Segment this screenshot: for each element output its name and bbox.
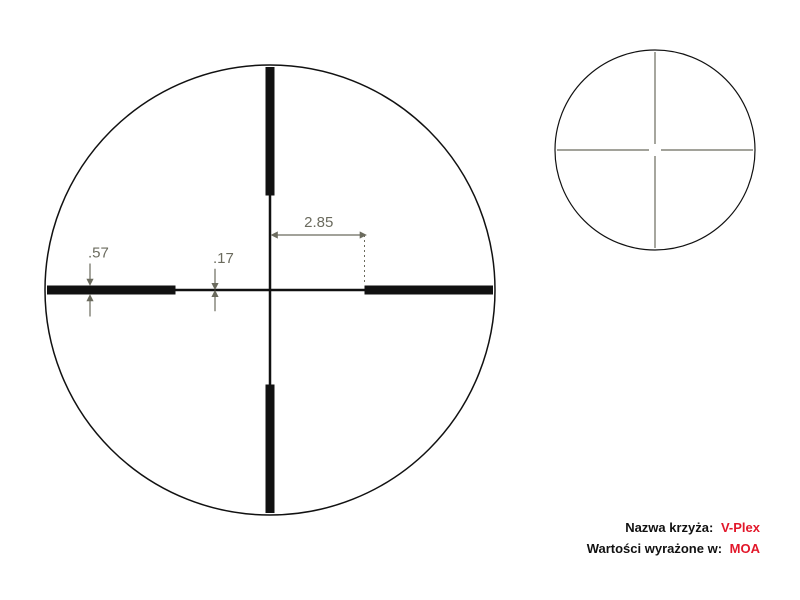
dim57-label: .57: [88, 245, 109, 262]
dim285-label: 2.85: [304, 214, 333, 231]
legend-name-label: Nazwa krzyża:: [625, 520, 713, 535]
reticle-svg: .57 .17 2.85: [0, 0, 800, 600]
legend-units-label: Wartości wyrażone w:: [587, 541, 722, 556]
bar-right: [365, 286, 494, 295]
legend-name-value: V-Plex: [721, 520, 760, 535]
bar-bottom: [266, 385, 275, 514]
legend: Nazwa krzyża: V-Plex Wartości wyrażone w…: [587, 518, 760, 560]
bar-top: [266, 67, 275, 196]
bar-left: [47, 286, 176, 295]
dim17-label: .17: [213, 250, 234, 267]
legend-row-name: Nazwa krzyża: V-Plex: [587, 518, 760, 539]
legend-row-units: Wartości wyrażone w: MOA: [587, 539, 760, 560]
diagram-canvas: .57 .17 2.85 Nazwa krzyża: V-Plex Wartości…: [0, 0, 800, 600]
legend-units-value: MOA: [730, 541, 760, 556]
